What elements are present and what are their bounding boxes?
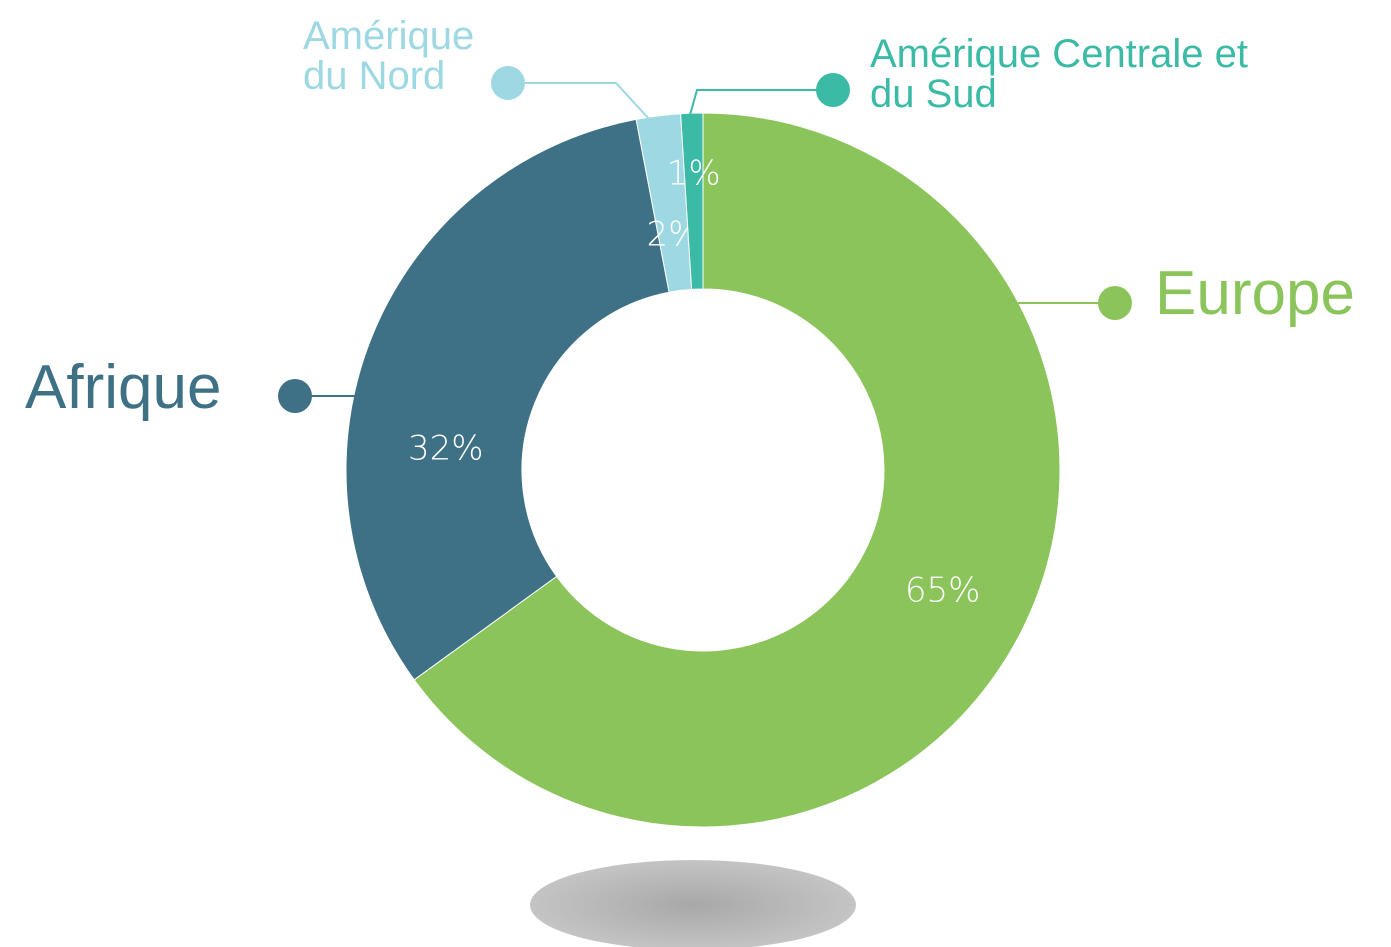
category-label: Afrique xyxy=(25,353,222,422)
callout-dot xyxy=(491,66,525,100)
callout-dot xyxy=(278,379,312,413)
category-label: Amérique Centrale et du Sud xyxy=(870,32,1248,116)
donut-slice xyxy=(680,112,704,290)
value-label: 32% xyxy=(408,429,484,469)
callout-dot xyxy=(816,73,850,107)
value-label: 65% xyxy=(905,571,981,611)
shadow xyxy=(530,860,856,947)
category-label: Europe xyxy=(1155,259,1355,328)
donut-slice xyxy=(345,118,670,681)
value-label: 1% xyxy=(667,154,721,194)
callout-line xyxy=(508,82,651,121)
category-label: Amérique du Nord xyxy=(303,14,475,98)
callout-line xyxy=(689,89,833,116)
donut-slice xyxy=(413,112,1061,828)
callout-dot xyxy=(1098,286,1132,320)
